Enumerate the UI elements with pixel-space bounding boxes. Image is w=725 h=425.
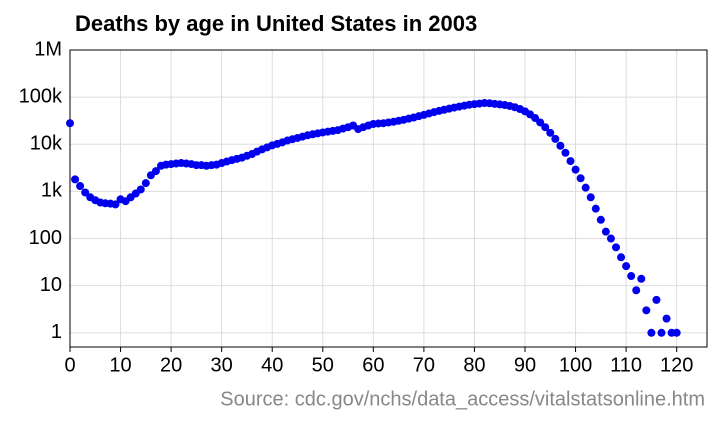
point <box>81 188 90 197</box>
point <box>586 193 595 202</box>
point <box>566 157 575 166</box>
x-tick-label: 120 <box>660 354 693 376</box>
point <box>601 227 610 236</box>
point <box>657 328 666 337</box>
point <box>71 175 80 184</box>
point <box>617 253 626 262</box>
point <box>576 174 585 183</box>
point <box>141 179 150 188</box>
point <box>151 167 160 176</box>
point <box>536 118 545 127</box>
y-tick-label: 1k <box>41 180 63 202</box>
y-tick-label: 10 <box>40 274 62 296</box>
x-tick-label: 10 <box>109 354 131 376</box>
point <box>647 328 656 337</box>
point <box>591 204 600 213</box>
y-tick-label: 100k <box>19 85 63 107</box>
point <box>596 215 605 224</box>
x-tick-label: 50 <box>312 354 334 376</box>
y-tick-label: 100 <box>29 227 62 249</box>
y-tick-label: 1M <box>34 38 62 60</box>
point <box>622 262 631 271</box>
point <box>612 243 620 252</box>
x-tick-label: 100 <box>559 354 592 376</box>
y-tick-label: 1 <box>51 321 62 343</box>
point <box>76 182 85 191</box>
x-tick-label: 80 <box>463 354 485 376</box>
x-tick-label: 90 <box>514 354 536 376</box>
y-tick-label: 10k <box>30 133 63 155</box>
point <box>606 234 615 243</box>
point <box>571 165 580 174</box>
point <box>672 328 681 337</box>
point <box>627 272 636 281</box>
point <box>556 141 565 150</box>
point <box>637 274 646 283</box>
x-tick-label: 110 <box>610 354 642 376</box>
point <box>111 200 120 209</box>
x-tick-label: 20 <box>160 354 182 376</box>
plot-frame <box>69 49 708 348</box>
x-tick-label: 60 <box>362 354 384 376</box>
point <box>541 123 550 132</box>
chart-title: Deaths by age in United States in 2003 <box>75 11 477 36</box>
source-annotation: Source: cdc.gov/nchs/data_access/vitalst… <box>220 388 705 410</box>
point <box>66 119 74 128</box>
point <box>581 183 590 192</box>
point <box>546 128 555 137</box>
x-tick-label: 40 <box>261 354 283 376</box>
x-tick-label: 30 <box>211 354 233 376</box>
point <box>136 185 145 194</box>
point <box>632 286 641 295</box>
point <box>652 295 661 304</box>
point <box>561 148 570 157</box>
point <box>551 134 560 143</box>
point <box>662 314 671 323</box>
x-tick-label: 0 <box>64 354 75 376</box>
point <box>642 306 651 315</box>
x-tick-label: 70 <box>413 354 435 376</box>
